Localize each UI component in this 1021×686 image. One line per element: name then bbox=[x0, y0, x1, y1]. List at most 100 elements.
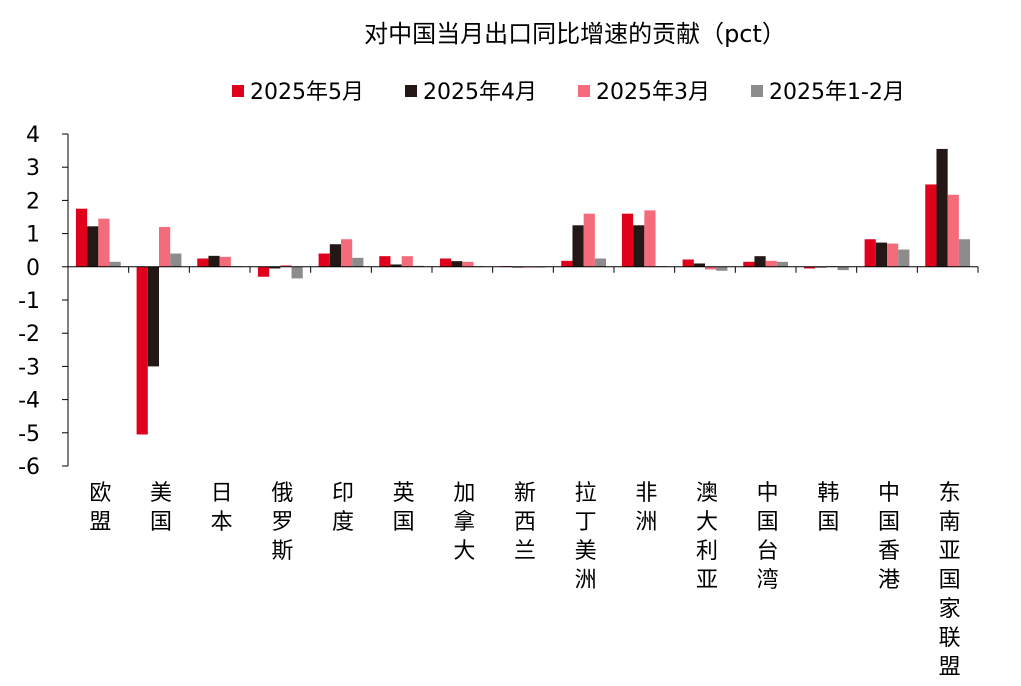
x-category-label-4: 印度 bbox=[332, 481, 354, 535]
legend-swatch-0 bbox=[232, 85, 244, 97]
x-category-char: 欧 bbox=[89, 481, 111, 506]
bar-s2-c1 bbox=[159, 226, 171, 267]
x-category-label-8: 拉丁美洲 bbox=[575, 481, 597, 593]
bar-s3-c1 bbox=[170, 253, 182, 267]
x-category-label-9: 非洲 bbox=[635, 481, 657, 535]
bar-s0-c10 bbox=[682, 259, 694, 267]
bar-s3-c11 bbox=[776, 261, 789, 267]
x-category-char: 利 bbox=[696, 539, 718, 564]
bar-s2-c13 bbox=[887, 243, 899, 267]
bar-s2-c3 bbox=[280, 265, 292, 267]
x-category-char: 度 bbox=[332, 510, 354, 535]
x-category-char: 台 bbox=[757, 539, 779, 564]
bar-s0-c9 bbox=[621, 213, 634, 267]
x-category-char: 拿 bbox=[453, 509, 475, 535]
bar-s1-c3 bbox=[269, 266, 281, 269]
bar-s1-c14 bbox=[936, 148, 948, 267]
bar-s0-c14 bbox=[925, 184, 937, 267]
bar-s1-c2 bbox=[208, 255, 220, 267]
bar-s0-c3 bbox=[257, 266, 270, 277]
x-category-char: 中 bbox=[878, 481, 900, 506]
x-category-char: 美 bbox=[150, 481, 172, 506]
bar-s0-c5 bbox=[379, 256, 391, 267]
y-tick-label-10: -6 bbox=[18, 455, 40, 480]
bar-s3-c13 bbox=[898, 249, 910, 267]
x-category-char: 拉 bbox=[575, 481, 597, 506]
bar-s1-c9 bbox=[633, 225, 645, 267]
x-category-char: 日 bbox=[211, 481, 233, 506]
x-category-label-0: 欧盟 bbox=[89, 481, 111, 535]
x-category-char: 本 bbox=[211, 510, 233, 535]
bar-s3-c12 bbox=[837, 266, 849, 271]
bar-s3-c3 bbox=[291, 266, 303, 279]
x-category-char: 西 bbox=[514, 510, 536, 535]
x-category-char: 洲 bbox=[635, 510, 657, 535]
legend: 2025年5月 2025年4月 2025年3月 2025年1-2月 bbox=[232, 80, 905, 105]
x-category-char: 香 bbox=[878, 539, 900, 564]
bar-s1-c8 bbox=[572, 225, 584, 267]
x-category-char: 东 bbox=[939, 481, 961, 506]
x-category-char: 国 bbox=[757, 510, 779, 535]
x-category-label-13: 中国香港 bbox=[878, 481, 900, 593]
x-category-char: 丁 bbox=[575, 510, 597, 535]
bar-s1-c5 bbox=[390, 264, 402, 267]
bar-s0-c1 bbox=[136, 266, 148, 435]
bar-s0-c13 bbox=[864, 239, 876, 267]
bar-s2-c4 bbox=[341, 239, 353, 267]
legend-label-0: 2025年5月 bbox=[250, 80, 364, 105]
y-tick-label-8: -4 bbox=[18, 389, 40, 414]
x-category-char: 家 bbox=[939, 597, 961, 622]
x-category-label-7: 新西兰 bbox=[514, 481, 536, 564]
x-category-char: 兰 bbox=[514, 539, 536, 564]
x-category-char: 国 bbox=[817, 510, 839, 535]
bar-s2-c14 bbox=[947, 194, 959, 267]
x-category-char: 罗 bbox=[271, 510, 293, 535]
bar-s1-c1 bbox=[147, 266, 159, 367]
x-category-char: 国 bbox=[150, 510, 172, 535]
x-category-char: 俄 bbox=[271, 481, 293, 506]
bar-s0-c4 bbox=[318, 253, 330, 267]
x-category-label-1: 美国 bbox=[150, 481, 172, 535]
x-category-char: 非 bbox=[635, 481, 657, 506]
bar-s1-c4 bbox=[329, 244, 341, 267]
bar-s2-c8 bbox=[583, 213, 595, 267]
x-category-char: 新 bbox=[514, 481, 536, 506]
x-category-label-5: 英国 bbox=[393, 481, 415, 535]
bar-s2-c6 bbox=[462, 261, 474, 267]
x-category-char: 国 bbox=[939, 568, 961, 593]
y-tick-label-1: 3 bbox=[26, 156, 40, 181]
x-category-char: 美 bbox=[575, 539, 597, 564]
bar-s0-c0 bbox=[75, 208, 88, 267]
x-category-char: 盟 bbox=[939, 655, 961, 680]
bar-s3-c14 bbox=[958, 239, 971, 267]
legend-label-3: 2025年1-2月 bbox=[769, 80, 905, 105]
legend-swatch-3 bbox=[751, 85, 763, 97]
x-category-char: 洲 bbox=[575, 568, 597, 593]
bar-s3-c0 bbox=[109, 261, 121, 267]
x-category-char: 大 bbox=[696, 510, 718, 535]
x-category-label-10: 澳大利亚 bbox=[696, 481, 718, 593]
x-category-char: 亚 bbox=[939, 539, 961, 564]
bar-s0-c6 bbox=[439, 258, 452, 267]
bars bbox=[75, 148, 971, 435]
legend-label-2: 2025年3月 bbox=[596, 80, 710, 105]
chart-title: 对中国当月出口同比增速的贡献（pct） bbox=[364, 20, 786, 48]
bar-s2-c9 bbox=[644, 210, 656, 267]
bar-s2-c0 bbox=[98, 218, 110, 267]
bar-s3-c10 bbox=[716, 266, 728, 271]
y-tick-label-3: 1 bbox=[26, 223, 40, 248]
y-tick-label-6: -2 bbox=[18, 322, 40, 347]
x-category-char: 加 bbox=[453, 481, 475, 506]
y-tick-label-9: -5 bbox=[18, 422, 40, 447]
bar-s1-c10 bbox=[693, 263, 705, 267]
bar-s2-c11 bbox=[765, 260, 777, 267]
y-tick-label-4: 0 bbox=[26, 256, 40, 281]
x-category-label-12: 韩国 bbox=[817, 481, 839, 535]
x-category-char: 盟 bbox=[89, 510, 111, 535]
bar-s1-c0 bbox=[87, 226, 99, 267]
x-category-char: 港 bbox=[878, 568, 900, 593]
x-axis: 欧盟美国日本俄罗斯印度英国加拿大新西兰拉丁美洲非洲澳大利亚中国台湾韩国中国香港东… bbox=[67, 266, 979, 680]
y-tick-label-2: 2 bbox=[26, 189, 40, 214]
bar-s1-c11 bbox=[754, 256, 766, 267]
